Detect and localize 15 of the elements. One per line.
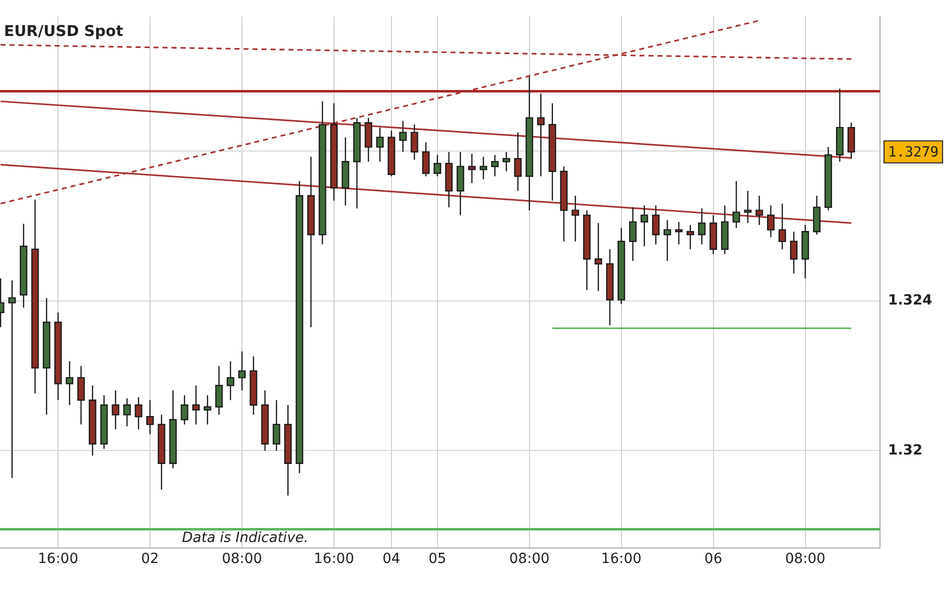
x-tick-label: 08:00 [222, 551, 262, 568]
annotation: Data is Indicative. [182, 530, 308, 546]
y-tick-label: 1.32 [888, 442, 923, 458]
x-tick-label: 02 [141, 551, 159, 568]
x-tick-label: 04 [382, 551, 400, 568]
x-tick-label: 06 [704, 551, 722, 568]
x-tick-label: 08:00 [785, 551, 826, 568]
x-tick-label: 16:00 [314, 551, 354, 568]
x-tick-label: 16:00 [38, 551, 78, 568]
x-tick-label: 08:00 [509, 551, 550, 568]
chart-title: EUR/USD Spot [4, 22, 124, 40]
text: 1.3279 [888, 144, 939, 161]
x-tick-label: 05 [428, 551, 446, 568]
y-tick-label: 1.324 [888, 292, 933, 309]
x-tick-label: 16:00 [601, 551, 642, 568]
